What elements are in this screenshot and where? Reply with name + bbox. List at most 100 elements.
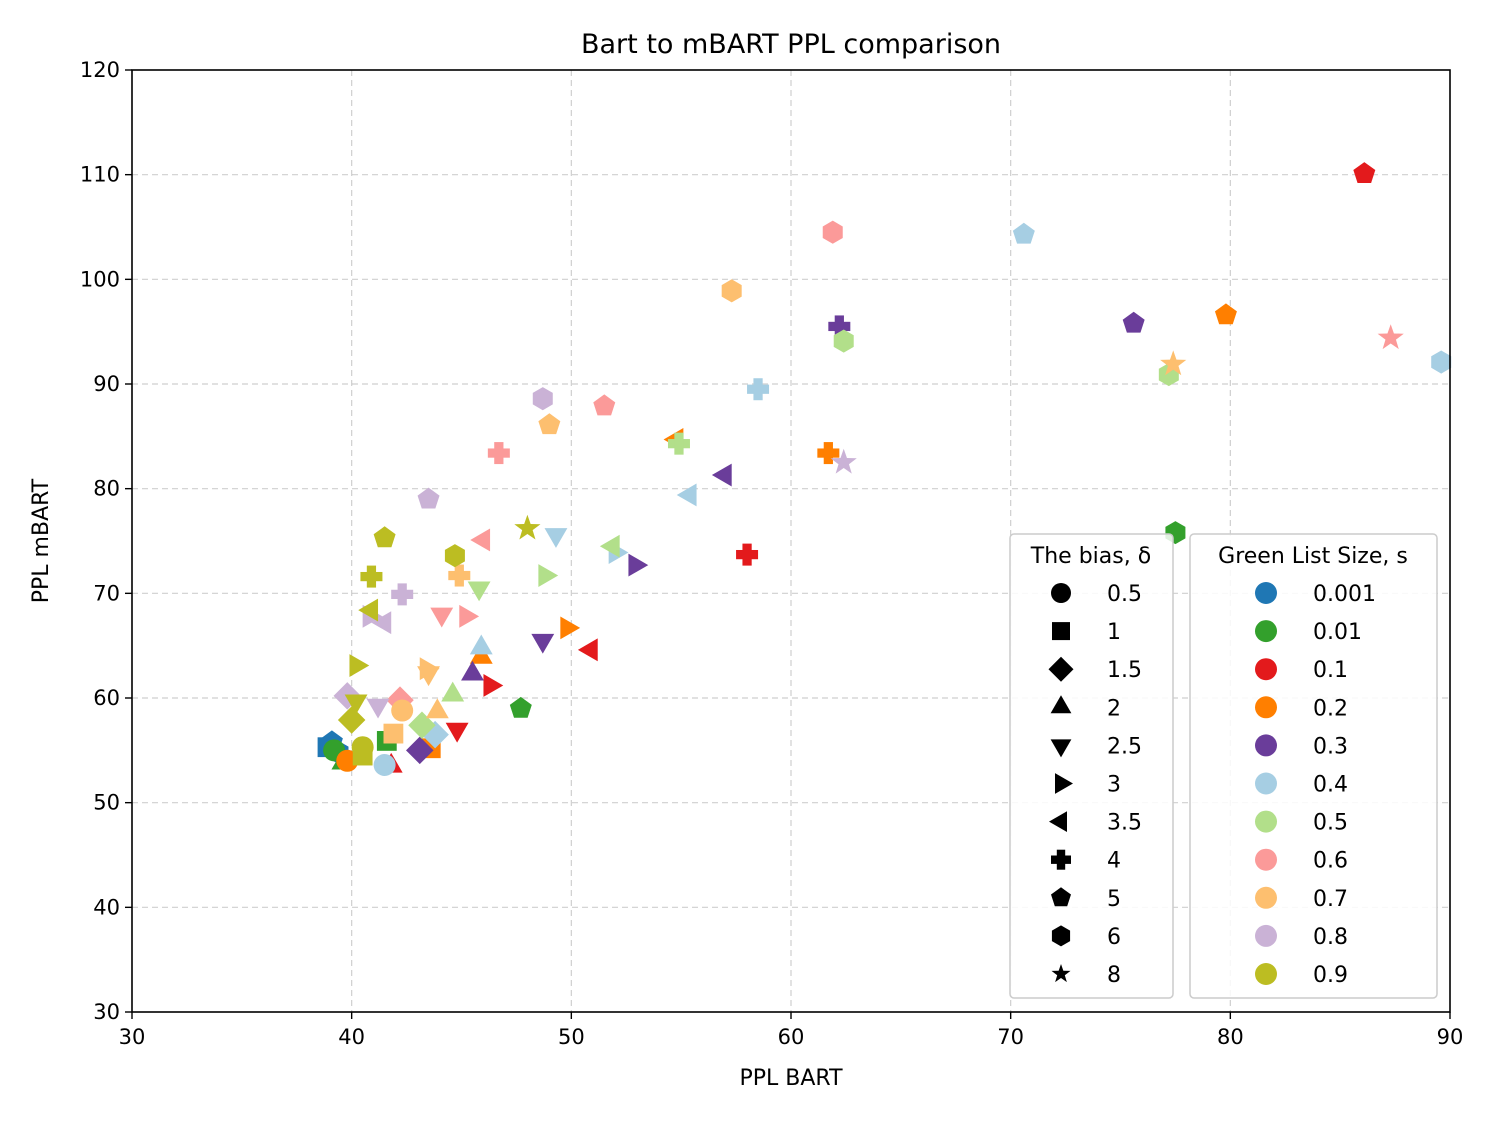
x-tick-label: 70 bbox=[997, 1025, 1024, 1049]
data-point bbox=[461, 660, 484, 681]
data-point bbox=[391, 699, 414, 722]
data-point bbox=[391, 583, 414, 606]
legend-color-swatch bbox=[1255, 848, 1277, 871]
data-point bbox=[736, 543, 759, 566]
data-point bbox=[373, 526, 396, 548]
bias-legend-label: 8 bbox=[1107, 963, 1121, 988]
data-point bbox=[817, 442, 840, 465]
data-point bbox=[1012, 222, 1035, 244]
data-point bbox=[833, 329, 854, 353]
bias-legend-label: 2 bbox=[1107, 696, 1121, 721]
legend-marker-plus bbox=[1051, 849, 1071, 870]
data-point bbox=[448, 564, 471, 587]
data-point bbox=[599, 534, 620, 558]
legend-color-swatch bbox=[1255, 810, 1277, 833]
chart-title: Bart to mBART PPL comparison bbox=[581, 29, 1001, 60]
data-point bbox=[430, 607, 454, 628]
bias-legend: The bias, δ 0.5 1 1.5 2 2.5 3 3.5 4 5 6 8 bbox=[1009, 533, 1174, 999]
x-tick-label: 60 bbox=[778, 1025, 805, 1049]
green-list-legend-label: 0.7 bbox=[1313, 887, 1348, 912]
data-point bbox=[425, 698, 449, 719]
data-point bbox=[1353, 162, 1376, 183]
legend-color-swatch bbox=[1255, 886, 1277, 909]
bias-legend-title: The bias, δ bbox=[1030, 544, 1151, 569]
x-tick-label: 40 bbox=[338, 1025, 365, 1049]
bias-legend-box bbox=[1009, 533, 1174, 999]
x-tick-label: 90 bbox=[1437, 1025, 1464, 1049]
data-point bbox=[441, 681, 465, 702]
data-point bbox=[383, 723, 404, 744]
data-point bbox=[1122, 311, 1145, 333]
legend-color-swatch bbox=[1255, 696, 1277, 719]
y-axis-label: PPL mBART bbox=[29, 478, 54, 603]
data-point bbox=[628, 553, 649, 577]
legend-marker-triangle-down bbox=[1050, 739, 1072, 758]
data-point bbox=[828, 315, 851, 338]
data-point bbox=[467, 581, 491, 602]
data-point bbox=[676, 483, 697, 507]
legend-color-swatch bbox=[1255, 582, 1277, 604]
legend-marker-diamond bbox=[1048, 656, 1074, 682]
green-list-legend-label: 0.01 bbox=[1313, 620, 1362, 645]
green-list-legend-label: 0.001 bbox=[1313, 582, 1376, 607]
data-point bbox=[538, 564, 559, 587]
data-points bbox=[317, 162, 1452, 776]
legend-marker-triangle-up bbox=[1050, 695, 1072, 714]
green-list-legend-label: 0.6 bbox=[1313, 849, 1348, 874]
y-tick-label: 90 bbox=[93, 372, 120, 396]
data-point bbox=[408, 711, 436, 739]
green-list-legend-label: 0.2 bbox=[1313, 696, 1348, 721]
data-point bbox=[822, 220, 843, 244]
data-point bbox=[469, 634, 493, 655]
data-point bbox=[406, 736, 434, 765]
data-point bbox=[721, 279, 742, 303]
data-point bbox=[351, 736, 374, 759]
green-list-legend-label: 0.3 bbox=[1313, 734, 1348, 759]
data-point bbox=[358, 598, 379, 622]
data-point bbox=[1377, 324, 1404, 350]
green-list-legend-label: 0.9 bbox=[1313, 963, 1348, 988]
bias-legend-label: 6 bbox=[1107, 925, 1121, 950]
bias-legend-label: 3 bbox=[1107, 773, 1121, 798]
legend-color-swatch bbox=[1255, 658, 1277, 681]
data-point bbox=[1431, 350, 1452, 374]
legend-marker-square bbox=[1052, 622, 1070, 641]
legend-marker-hexagon bbox=[1051, 925, 1071, 947]
bias-legend-label: 0.5 bbox=[1107, 582, 1142, 607]
green-list-legend-label: 0.8 bbox=[1313, 925, 1348, 950]
data-point bbox=[560, 616, 581, 640]
y-tick-label: 80 bbox=[93, 477, 120, 501]
data-point bbox=[544, 528, 568, 548]
legend-color-swatch bbox=[1255, 963, 1277, 985]
data-point bbox=[509, 696, 532, 718]
bias-legend-label: 2.5 bbox=[1107, 734, 1142, 759]
data-point bbox=[445, 722, 469, 743]
green-list-legend: Green List Size, s 0.001 0.01 0.1 0.2 0.3 0.4… bbox=[1189, 533, 1438, 999]
legend-color-swatch bbox=[1255, 734, 1277, 757]
data-point bbox=[366, 698, 390, 719]
data-point bbox=[711, 463, 732, 487]
data-point bbox=[371, 611, 392, 635]
data-point bbox=[417, 487, 440, 509]
data-point bbox=[531, 633, 555, 654]
data-point bbox=[532, 387, 553, 411]
legend-marker-pentagon bbox=[1051, 887, 1071, 907]
data-point bbox=[459, 604, 480, 628]
y-tick-label: 100 bbox=[80, 267, 120, 291]
y-tick-label: 50 bbox=[93, 791, 120, 815]
x-tick-label: 50 bbox=[558, 1025, 585, 1049]
data-point bbox=[483, 674, 504, 697]
legend-marker-star bbox=[1051, 964, 1071, 983]
data-point bbox=[538, 413, 561, 435]
data-point bbox=[360, 565, 383, 588]
legend-marker-triangle-right bbox=[1055, 773, 1073, 794]
legend-color-swatch bbox=[1255, 620, 1277, 643]
data-point bbox=[470, 528, 491, 552]
data-point bbox=[514, 514, 541, 540]
y-tick-label: 110 bbox=[80, 163, 120, 187]
x-tick-label: 80 bbox=[1217, 1025, 1244, 1049]
legend-color-swatch bbox=[1255, 772, 1277, 795]
bias-legend-label: 4 bbox=[1107, 849, 1121, 874]
